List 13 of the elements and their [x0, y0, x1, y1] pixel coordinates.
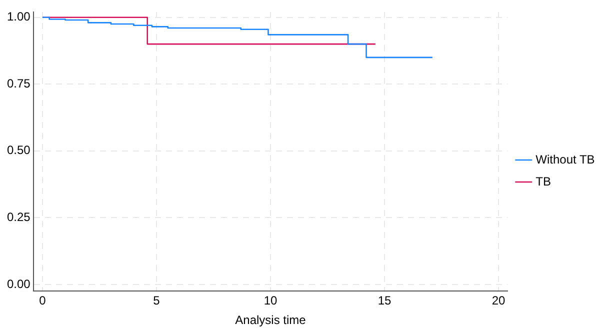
- legend-label: Without TB: [536, 152, 595, 166]
- x-axis-title: Analysis time: [235, 313, 306, 328]
- x-tick-label: 0: [39, 294, 46, 308]
- y-tick-label: 0.00: [6, 276, 31, 291]
- y-tick-label: 1.00: [6, 10, 31, 24]
- y-tick-label: 0.50: [6, 143, 31, 158]
- y-tick-label: 0.75: [6, 76, 31, 90]
- x-tick-label: 5: [153, 294, 160, 308]
- y-tick-label: 0.25: [6, 210, 31, 224]
- x-tick-label: 15: [378, 294, 392, 308]
- legend-label: TB: [536, 174, 551, 188]
- x-tick-label: 10: [264, 294, 278, 308]
- x-tick-label: 20: [492, 294, 506, 308]
